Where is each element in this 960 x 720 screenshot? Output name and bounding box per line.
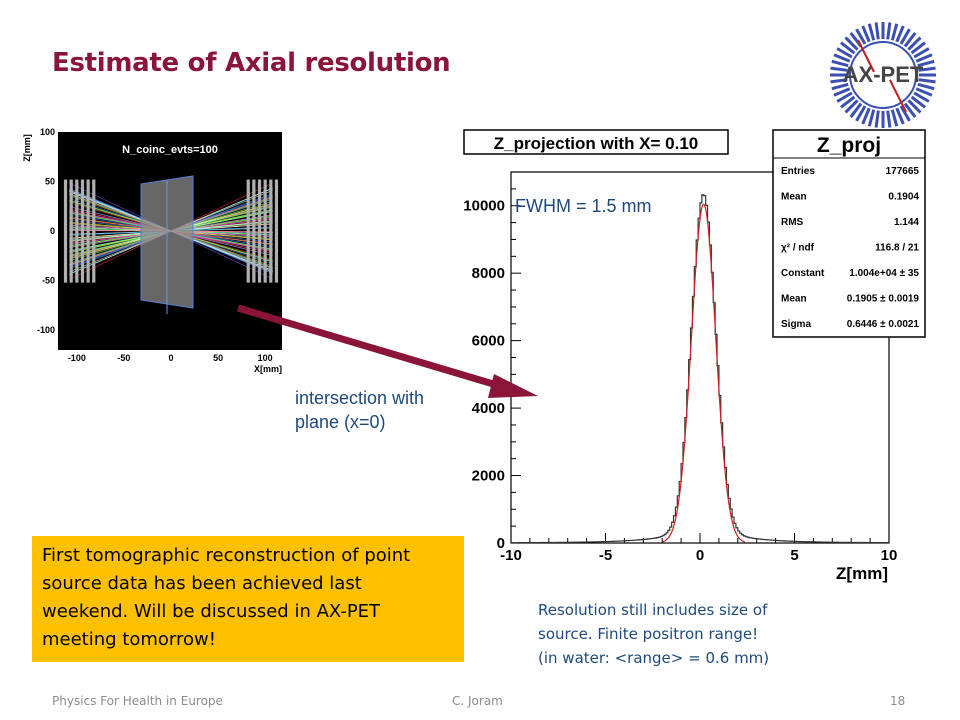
note-line-4: meeting tomorrow! [42, 629, 216, 650]
coincidence-lines-plot: N_coinc_evts=100 -100 -50 0 50 100 -100 -50 0 50… [22, 128, 282, 374]
sim-title: N_coinc_evts=100 [122, 144, 218, 156]
stats-box-title: Z_proj [817, 134, 881, 157]
intersection-line-1: intersection with [295, 388, 425, 408]
highlight-note: First tomographic reconstruction of poin… [32, 536, 464, 662]
y-tick-label: 0 [497, 535, 505, 552]
sim-x-tick: -100 [68, 353, 86, 363]
resolution-line-3: (in water: <range> = 0.6 mm) [538, 649, 770, 667]
x-tick-label: 5 [790, 547, 798, 564]
y-tick-label: 10000 [463, 198, 505, 215]
x-tick-label: 10 [881, 547, 898, 564]
stats-row-value: 1.004e+04 ± 35 [849, 268, 919, 279]
stats-row-value: 116.8 / 21 [875, 243, 919, 254]
y-tick-label: 4000 [472, 400, 505, 417]
sim-xlabel: X[mm] [254, 364, 282, 374]
stats-row-label: χ² / ndf [781, 243, 815, 254]
stats-row-value: 1.144 [894, 217, 919, 228]
sim-x-tick: 50 [213, 353, 223, 363]
stats-row-label: Constant [781, 268, 825, 279]
stats-row-label: Mean [781, 192, 807, 203]
x-tick-label: -5 [599, 547, 612, 564]
stats-row-label: RMS [781, 217, 804, 228]
note-line-3: weekend. Will be discussed in AX-PET [42, 601, 381, 622]
chart-title: Z_projection with X= 0.10 [494, 134, 699, 153]
logo-text: AX-PET [843, 62, 924, 87]
fwhm-annotation: FWHM = 1.5 mm [515, 196, 652, 216]
resolution-line-2: source. Finite positron range! [538, 625, 759, 643]
stats-row-value: 0.6446 ± 0.0021 [847, 319, 920, 330]
stats-row-label: Entries [781, 166, 815, 177]
slide-title: Estimate of Axial resolution [52, 48, 451, 78]
sim-x-tick: 0 [168, 353, 173, 363]
stats-row-value: 0.1905 ± 0.0019 [847, 294, 920, 305]
y-tick-label: 8000 [472, 265, 505, 282]
histogram-series [511, 194, 889, 544]
footer-left: Physics For Health in Europe [52, 694, 223, 708]
footer-center: C. Joram [452, 694, 503, 708]
pointer-arrow-head [488, 374, 538, 398]
intersection-line-2: plane (x=0) [295, 412, 386, 432]
x-axis-label: Z[mm] [836, 564, 888, 583]
stats-row-value: 0.1904 [888, 192, 919, 203]
sim-y-tick: 0 [50, 226, 55, 236]
sim-x-tick: 100 [258, 353, 273, 363]
stats-row-label: Sigma [781, 319, 811, 330]
sim-x-tick: -50 [117, 353, 130, 363]
intersection-annotation: intersection with plane (x=0) [295, 386, 424, 434]
sim-y-tick: 100 [40, 128, 55, 137]
y-tick-label: 6000 [472, 333, 505, 350]
note-line-2: source data has been achieved last [42, 573, 362, 594]
resolution-note: Resolution still includes size of source… [538, 598, 838, 670]
sim-y-tick: -50 [42, 276, 55, 286]
sim-ylabel: Z[mm] [22, 134, 32, 162]
stats-row-value: 177665 [886, 166, 920, 177]
y-tick-label: 2000 [472, 468, 505, 485]
stats-row-label: Mean [781, 294, 807, 305]
x-tick-label: 0 [696, 547, 704, 564]
ax-pet-logo: AX-PET [830, 22, 936, 128]
resolution-line-1: Resolution still includes size of [538, 601, 768, 619]
sim-y-tick: 50 [45, 177, 55, 187]
note-line-1: First tomographic reconstruction of poin… [42, 545, 411, 566]
sim-y-tick: -100 [37, 325, 55, 335]
gaussian-fit-series [662, 203, 746, 543]
page-number: 18 [890, 694, 906, 708]
x-tick-label: -10 [500, 547, 522, 564]
